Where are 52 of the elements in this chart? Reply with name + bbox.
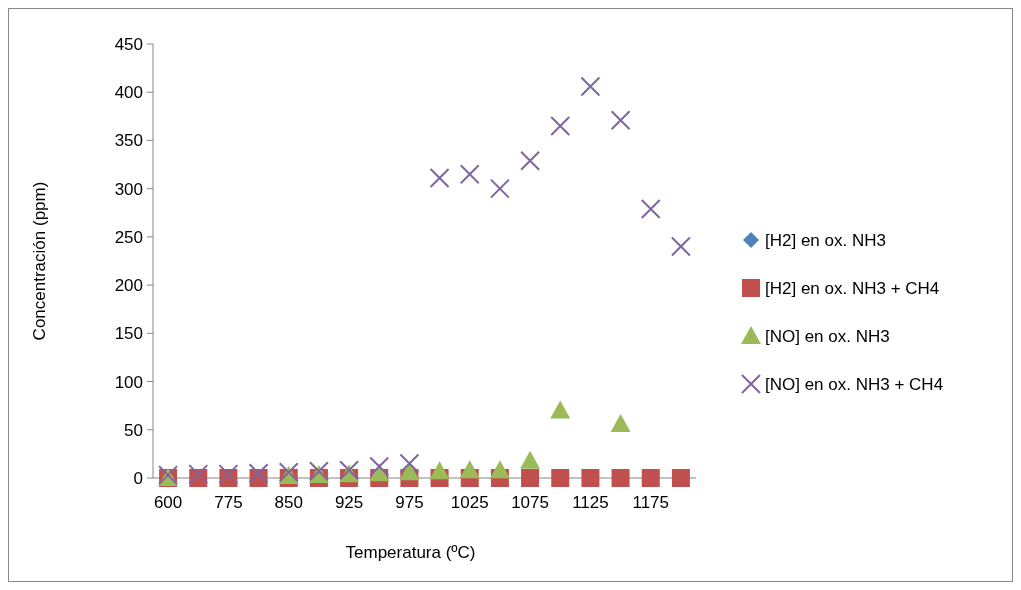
- x-tick-label: 1175: [632, 493, 670, 512]
- point: [489, 460, 510, 479]
- y-tick-label: 300: [114, 179, 143, 199]
- point: [611, 469, 630, 487]
- legend-label: [NO] en ox. NH3: [765, 326, 890, 346]
- x-tick-label: 775: [214, 493, 243, 512]
- point: [671, 469, 690, 487]
- x-tick-label: 1075: [511, 493, 549, 512]
- point: [521, 469, 540, 487]
- x-axis-title: Temperatura (ºC): [345, 543, 476, 562]
- point: [610, 110, 631, 131]
- point: [640, 198, 661, 219]
- point: [580, 76, 601, 97]
- point: [581, 469, 600, 487]
- point: [429, 168, 450, 189]
- x-tick-label: 925: [334, 493, 364, 512]
- point: [641, 469, 660, 487]
- legend-label: [NO] en ox. NH3 + CH4: [765, 374, 944, 394]
- point: [489, 178, 510, 199]
- point: [520, 150, 541, 171]
- y-tick-label: 350: [114, 131, 143, 151]
- legend-label: [H2] en ox. NH3: [765, 230, 886, 250]
- point: [218, 464, 239, 485]
- y-tick-label: 200: [114, 276, 143, 296]
- point: [550, 115, 571, 136]
- x-tick-label: 975: [395, 493, 424, 512]
- point: [429, 461, 450, 480]
- x-tick-label: 1025: [450, 493, 489, 512]
- point: [399, 453, 420, 474]
- point: [459, 164, 480, 185]
- y-tick-label: 450: [114, 34, 143, 54]
- point: [369, 456, 390, 477]
- y-tick-label: 150: [114, 324, 143, 344]
- point: [670, 236, 691, 257]
- point: [459, 460, 480, 479]
- point: [248, 463, 269, 484]
- x-tick-label: 1125: [572, 493, 609, 512]
- point: [610, 413, 631, 432]
- point: [520, 450, 541, 469]
- x-tick-label: 850: [274, 493, 303, 512]
- y-tick-label: 400: [114, 83, 143, 103]
- point: [399, 462, 420, 481]
- y-tick-label: 0: [133, 468, 143, 488]
- y-axis-title: Concentración (ppm): [30, 181, 49, 341]
- point: [551, 469, 570, 487]
- legend-label: [H2] en ox. NH3 + CH4: [765, 278, 940, 298]
- y-tick-label: 50: [124, 420, 143, 440]
- point: [188, 464, 209, 485]
- point: [550, 400, 571, 419]
- x-tick-label: 600: [153, 493, 183, 512]
- y-tick-label: 100: [114, 372, 143, 392]
- y-tick-label: 250: [114, 227, 143, 247]
